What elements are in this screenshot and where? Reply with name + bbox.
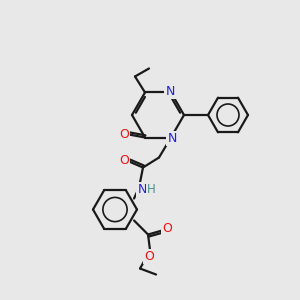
Text: O: O [144,250,154,263]
Text: O: O [119,154,129,167]
Text: N: N [165,85,175,98]
Text: H: H [147,183,155,196]
Text: N: N [167,132,177,145]
Text: N: N [137,183,147,196]
Text: O: O [162,222,172,235]
Text: O: O [119,128,129,141]
